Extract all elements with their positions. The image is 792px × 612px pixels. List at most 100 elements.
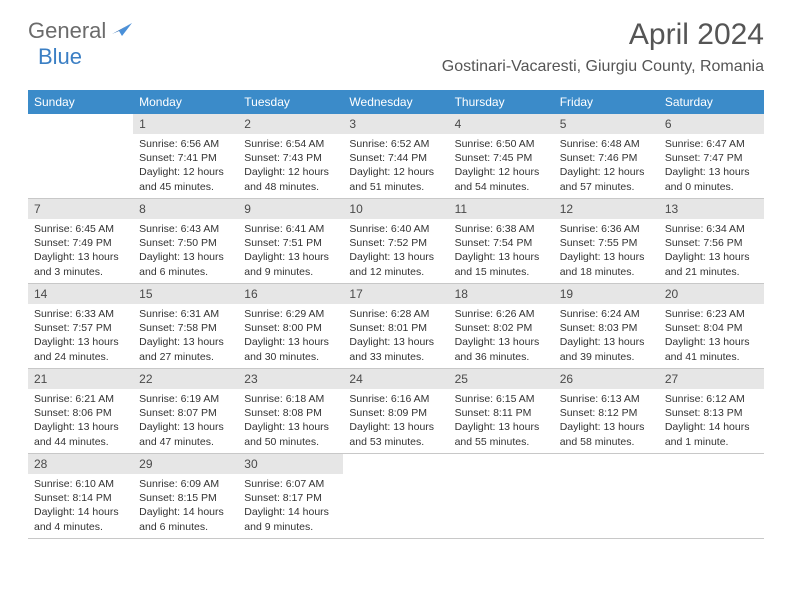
sunset-text: Sunset: 7:49 PM <box>34 236 127 250</box>
calendar-cell: 8Sunrise: 6:43 AMSunset: 7:50 PMDaylight… <box>133 199 238 283</box>
daylight-text: Daylight: 13 hours and 50 minutes. <box>244 420 337 448</box>
daylight-text: Daylight: 13 hours and 47 minutes. <box>139 420 232 448</box>
location: Gostinari-Vacaresti, Giurgiu County, Rom… <box>442 58 764 76</box>
day-number: 8 <box>133 199 238 219</box>
sunrise-text: Sunrise: 6:12 AM <box>665 392 758 406</box>
sunrise-text: Sunrise: 6:48 AM <box>560 137 653 151</box>
sunrise-text: Sunrise: 6:33 AM <box>34 307 127 321</box>
sunrise-text: Sunrise: 6:09 AM <box>139 477 232 491</box>
daylight-text: Daylight: 13 hours and 36 minutes. <box>455 335 548 363</box>
calendar-cell: 27Sunrise: 6:12 AMSunset: 8:13 PMDayligh… <box>659 369 764 453</box>
day-body: Sunrise: 6:41 AMSunset: 7:51 PMDaylight:… <box>238 219 343 283</box>
sunrise-text: Sunrise: 6:16 AM <box>349 392 442 406</box>
calendar-cell <box>28 114 133 198</box>
day-body: Sunrise: 6:26 AMSunset: 8:02 PMDaylight:… <box>449 304 554 368</box>
day-number: 21 <box>28 369 133 389</box>
day-number: 14 <box>28 284 133 304</box>
sunset-text: Sunset: 8:17 PM <box>244 491 337 505</box>
day-number: 9 <box>238 199 343 219</box>
calendar-cell: 15Sunrise: 6:31 AMSunset: 7:58 PMDayligh… <box>133 284 238 368</box>
sunset-text: Sunset: 8:00 PM <box>244 321 337 335</box>
sunrise-text: Sunrise: 6:23 AM <box>665 307 758 321</box>
week-row: 21Sunrise: 6:21 AMSunset: 8:06 PMDayligh… <box>28 369 764 454</box>
day-body: Sunrise: 6:24 AMSunset: 8:03 PMDaylight:… <box>554 304 659 368</box>
sunrise-text: Sunrise: 6:47 AM <box>665 137 758 151</box>
week-row: 28Sunrise: 6:10 AMSunset: 8:14 PMDayligh… <box>28 454 764 539</box>
sunset-text: Sunset: 8:03 PM <box>560 321 653 335</box>
calendar-cell: 1Sunrise: 6:56 AMSunset: 7:41 PMDaylight… <box>133 114 238 198</box>
sunrise-text: Sunrise: 6:38 AM <box>455 222 548 236</box>
day-number: 12 <box>554 199 659 219</box>
day-header: Friday <box>554 90 659 114</box>
daylight-text: Daylight: 12 hours and 54 minutes. <box>455 165 548 193</box>
day-body: Sunrise: 6:54 AMSunset: 7:43 PMDaylight:… <box>238 134 343 198</box>
sunset-text: Sunset: 7:56 PM <box>665 236 758 250</box>
sunset-text: Sunset: 7:57 PM <box>34 321 127 335</box>
day-number: 3 <box>343 114 448 134</box>
title-block: April 2024 Gostinari-Vacaresti, Giurgiu … <box>442 18 764 76</box>
day-headers-row: Sunday Monday Tuesday Wednesday Thursday… <box>28 90 764 114</box>
sunrise-text: Sunrise: 6:56 AM <box>139 137 232 151</box>
month-title: April 2024 <box>442 18 764 52</box>
calendar-cell: 24Sunrise: 6:16 AMSunset: 8:09 PMDayligh… <box>343 369 448 453</box>
logo-text-blue-wrap: Blue <box>38 44 82 70</box>
day-header: Sunday <box>28 90 133 114</box>
sunset-text: Sunset: 8:15 PM <box>139 491 232 505</box>
daylight-text: Daylight: 12 hours and 51 minutes. <box>349 165 442 193</box>
daylight-text: Daylight: 13 hours and 41 minutes. <box>665 335 758 363</box>
day-number: 4 <box>449 114 554 134</box>
calendar-cell: 19Sunrise: 6:24 AMSunset: 8:03 PMDayligh… <box>554 284 659 368</box>
sunset-text: Sunset: 7:44 PM <box>349 151 442 165</box>
sunset-text: Sunset: 8:04 PM <box>665 321 758 335</box>
calendar-cell: 12Sunrise: 6:36 AMSunset: 7:55 PMDayligh… <box>554 199 659 283</box>
sunrise-text: Sunrise: 6:21 AM <box>34 392 127 406</box>
calendar-cell: 30Sunrise: 6:07 AMSunset: 8:17 PMDayligh… <box>238 454 343 538</box>
paper-plane-icon <box>112 20 134 38</box>
calendar-cell <box>659 454 764 538</box>
sunset-text: Sunset: 7:45 PM <box>455 151 548 165</box>
sunset-text: Sunset: 7:51 PM <box>244 236 337 250</box>
calendar-cell: 9Sunrise: 6:41 AMSunset: 7:51 PMDaylight… <box>238 199 343 283</box>
calendar-cell: 2Sunrise: 6:54 AMSunset: 7:43 PMDaylight… <box>238 114 343 198</box>
day-number: 1 <box>133 114 238 134</box>
day-body: Sunrise: 6:34 AMSunset: 7:56 PMDaylight:… <box>659 219 764 283</box>
sunrise-text: Sunrise: 6:43 AM <box>139 222 232 236</box>
day-body: Sunrise: 6:16 AMSunset: 8:09 PMDaylight:… <box>343 389 448 453</box>
sunset-text: Sunset: 8:02 PM <box>455 321 548 335</box>
sunrise-text: Sunrise: 6:41 AM <box>244 222 337 236</box>
sunset-text: Sunset: 7:55 PM <box>560 236 653 250</box>
day-body: Sunrise: 6:36 AMSunset: 7:55 PMDaylight:… <box>554 219 659 283</box>
daylight-text: Daylight: 13 hours and 39 minutes. <box>560 335 653 363</box>
calendar-cell: 14Sunrise: 6:33 AMSunset: 7:57 PMDayligh… <box>28 284 133 368</box>
day-body: Sunrise: 6:52 AMSunset: 7:44 PMDaylight:… <box>343 134 448 198</box>
sunrise-text: Sunrise: 6:36 AM <box>560 222 653 236</box>
day-body: Sunrise: 6:21 AMSunset: 8:06 PMDaylight:… <box>28 389 133 453</box>
calendar-cell: 21Sunrise: 6:21 AMSunset: 8:06 PMDayligh… <box>28 369 133 453</box>
calendar-cell <box>343 454 448 538</box>
sunrise-text: Sunrise: 6:18 AM <box>244 392 337 406</box>
calendar-cell: 26Sunrise: 6:13 AMSunset: 8:12 PMDayligh… <box>554 369 659 453</box>
sunset-text: Sunset: 7:58 PM <box>139 321 232 335</box>
calendar-cell <box>449 454 554 538</box>
calendar-cell: 7Sunrise: 6:45 AMSunset: 7:49 PMDaylight… <box>28 199 133 283</box>
day-number: 2 <box>238 114 343 134</box>
day-body: Sunrise: 6:31 AMSunset: 7:58 PMDaylight:… <box>133 304 238 368</box>
day-body: Sunrise: 6:09 AMSunset: 8:15 PMDaylight:… <box>133 474 238 538</box>
day-header: Wednesday <box>343 90 448 114</box>
sunset-text: Sunset: 8:08 PM <box>244 406 337 420</box>
day-body: Sunrise: 6:10 AMSunset: 8:14 PMDaylight:… <box>28 474 133 538</box>
sunset-text: Sunset: 8:11 PM <box>455 406 548 420</box>
calendar: Sunday Monday Tuesday Wednesday Thursday… <box>28 90 764 539</box>
sunset-text: Sunset: 7:52 PM <box>349 236 442 250</box>
sunset-text: Sunset: 8:09 PM <box>349 406 442 420</box>
daylight-text: Daylight: 13 hours and 21 minutes. <box>665 250 758 278</box>
day-body: Sunrise: 6:56 AMSunset: 7:41 PMDaylight:… <box>133 134 238 198</box>
calendar-cell: 25Sunrise: 6:15 AMSunset: 8:11 PMDayligh… <box>449 369 554 453</box>
day-body: Sunrise: 6:50 AMSunset: 7:45 PMDaylight:… <box>449 134 554 198</box>
calendar-cell: 22Sunrise: 6:19 AMSunset: 8:07 PMDayligh… <box>133 369 238 453</box>
day-header: Saturday <box>659 90 764 114</box>
day-number: 15 <box>133 284 238 304</box>
day-body: Sunrise: 6:48 AMSunset: 7:46 PMDaylight:… <box>554 134 659 198</box>
daylight-text: Daylight: 14 hours and 6 minutes. <box>139 505 232 533</box>
day-number: 20 <box>659 284 764 304</box>
